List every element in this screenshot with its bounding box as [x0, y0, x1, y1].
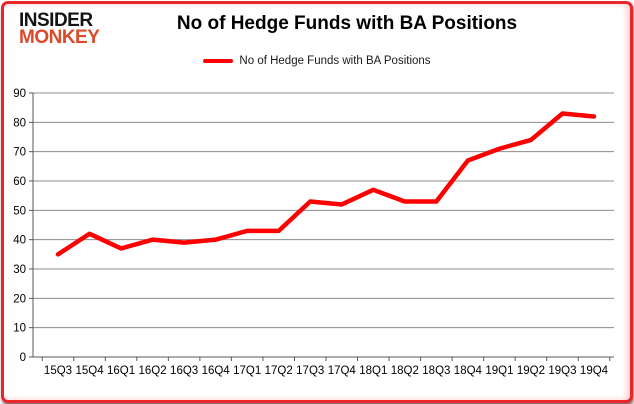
legend-series-label: No of Hedge Funds with BA Positions — [239, 55, 431, 67]
x-tick-label: 16Q1 — [107, 365, 135, 377]
y-tick-label: 60 — [13, 176, 26, 188]
x-tick-label: 16Q4 — [202, 365, 231, 377]
y-tick-label: 10 — [13, 323, 26, 335]
x-tick-label: 17Q1 — [233, 365, 261, 377]
y-tick-label: 20 — [13, 293, 26, 305]
x-tick-label: 18Q1 — [359, 365, 387, 377]
y-tick-label: 0 — [20, 352, 26, 364]
x-tick-label: 17Q4 — [328, 365, 357, 377]
x-tick-label: 18Q3 — [422, 365, 450, 377]
x-tick-label: 19Q4 — [580, 365, 609, 377]
x-tick-label: 16Q3 — [170, 365, 198, 377]
x-tick-label: 19Q3 — [548, 365, 576, 377]
x-tick-label: 18Q4 — [454, 365, 483, 377]
chart-title: No of Hedge Funds with BA Positions — [176, 13, 518, 34]
x-tick-label: 19Q1 — [485, 365, 513, 377]
x-tick-label: 17Q2 — [265, 365, 293, 377]
y-tick-label: 80 — [13, 117, 26, 129]
hedge-funds-line-chart: 0 10 20 30 40 50 60 70 80 90 15Q3 15Q4 16Q1 16Q2 16Q3 1… — [13, 88, 614, 377]
x-tick-label: 16Q2 — [139, 365, 167, 377]
series-line — [55, 111, 597, 257]
insider-monkey-logo: INSIDER MONKEY — [19, 10, 100, 49]
logo-text-monkey: MONKEY — [19, 27, 100, 49]
chart-legend: No of Hedge Funds with BA Positions — [4, 55, 630, 67]
y-tick-label: 50 — [13, 205, 26, 217]
x-tick-label: 18Q2 — [391, 365, 419, 377]
y-tick-label: 30 — [13, 264, 26, 276]
x-tick-label: 15Q3 — [44, 365, 72, 377]
x-tick-label: 17Q3 — [296, 365, 324, 377]
x-tick-label: 15Q4 — [75, 365, 104, 377]
logo-text-insider: INSIDER — [19, 10, 93, 31]
y-tick-label: 70 — [13, 147, 26, 159]
y-tick-label: 90 — [13, 88, 26, 100]
y-tick-label: 40 — [13, 235, 26, 247]
legend-line-swatch — [203, 59, 234, 63]
x-tick-label: 19Q2 — [517, 365, 545, 377]
